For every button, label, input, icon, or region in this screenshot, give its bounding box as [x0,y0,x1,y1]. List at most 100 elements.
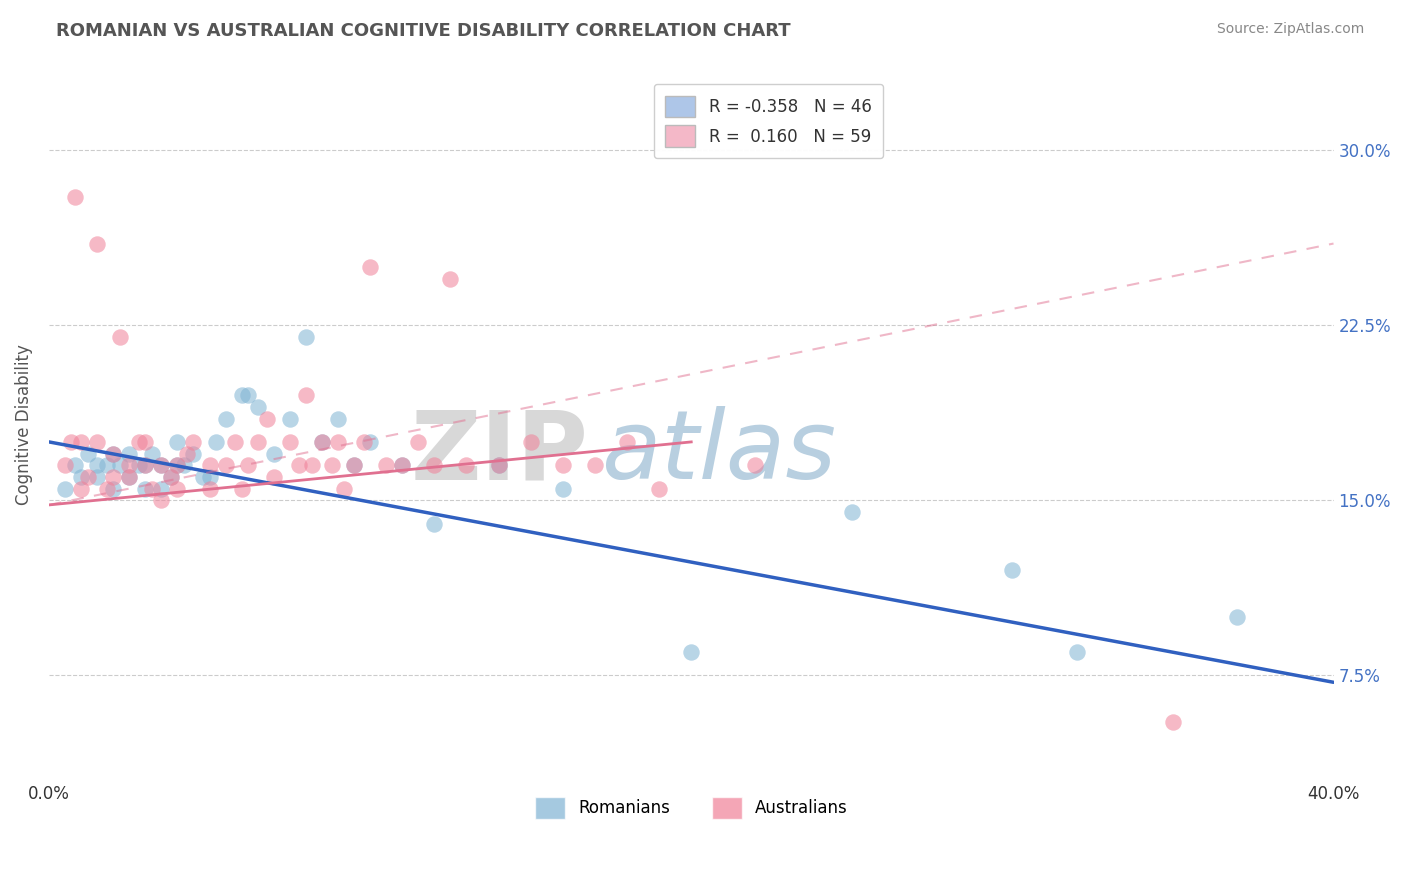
Point [681,645,703,659]
Point [118,470,141,484]
Point [311,434,333,449]
Point [86,434,108,449]
Text: ZIP: ZIP [411,407,589,500]
Point [134,458,156,473]
Point [70,482,93,496]
Point [214,411,236,425]
Point [160,470,183,484]
Point [150,458,173,473]
Point [295,330,318,344]
Point [616,434,638,449]
Point [166,458,188,473]
Point [406,434,429,449]
Point [333,482,356,496]
Point [278,434,301,449]
Point [183,434,205,449]
Point [648,482,671,496]
Point [70,434,93,449]
Point [205,434,228,449]
Point [103,482,125,496]
Point [118,458,141,473]
Point [326,434,349,449]
Point [375,458,398,473]
Point [150,493,173,508]
Point [118,470,141,484]
Point [343,458,366,473]
Point [63,190,86,204]
Point [311,434,333,449]
Point [423,458,446,473]
Point [134,458,156,473]
Point [53,458,76,473]
Point [551,482,574,496]
Point [519,434,541,449]
Point [295,388,318,402]
Point [103,470,125,484]
Legend: Romanians, Australians: Romanians, Australians [529,790,855,825]
Point [63,458,86,473]
Point [198,482,221,496]
Point [141,482,163,496]
Point [231,388,253,402]
Point [86,458,108,473]
Point [1066,645,1088,659]
Point [198,470,221,484]
Point [256,411,278,425]
Point [166,482,188,496]
Point [391,458,413,473]
Point [103,446,125,460]
Y-axis label: Cognitive Disability: Cognitive Disability [15,344,32,505]
Point [841,505,863,519]
Point [359,434,381,449]
Point [288,458,311,473]
Point [551,458,574,473]
Text: atlas: atlas [602,407,837,500]
Point [176,446,198,460]
Point [118,446,141,460]
Point [278,411,301,425]
Point [359,260,381,274]
Point [488,458,510,473]
Point [343,458,366,473]
Point [236,458,259,473]
Point [488,458,510,473]
Point [134,482,156,496]
Point [96,482,118,496]
Point [246,434,269,449]
Point [128,434,150,449]
Point [391,458,413,473]
Point [70,470,93,484]
Point [353,434,375,449]
Point [456,458,478,473]
Point [141,446,163,460]
Point [1001,563,1024,577]
Point [150,482,173,496]
Point [53,482,76,496]
Point [166,458,188,473]
Point [86,236,108,251]
Point [166,434,188,449]
Point [326,411,349,425]
Point [86,470,108,484]
Point [108,330,131,344]
Point [160,470,183,484]
Text: ROMANIAN VS AUSTRALIAN COGNITIVE DISABILITY CORRELATION CHART: ROMANIAN VS AUSTRALIAN COGNITIVE DISABIL… [56,22,790,40]
Point [76,470,98,484]
Point [150,458,173,473]
Point [128,458,150,473]
Point [103,446,125,460]
Point [76,446,98,460]
Point [191,470,214,484]
Point [439,271,461,285]
Point [744,458,766,473]
Point [301,458,323,473]
Point [236,388,259,402]
Point [263,446,285,460]
Point [96,458,118,473]
Point [173,458,195,473]
Point [198,458,221,473]
Point [246,400,269,414]
Point [423,516,446,531]
Point [214,458,236,473]
Point [183,446,205,460]
